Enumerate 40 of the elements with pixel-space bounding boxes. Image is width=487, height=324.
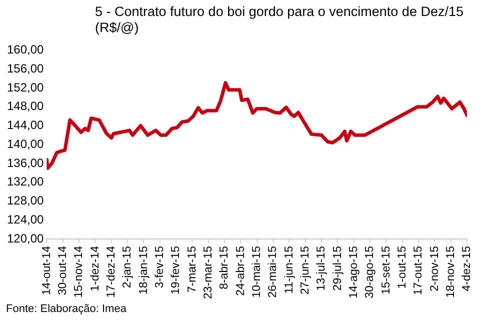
x-tick-label: 1-dez-14 <box>89 245 102 292</box>
x-tick-label: 30-out-14 <box>57 245 70 296</box>
x-tick-label: 17-out-15 <box>412 246 425 296</box>
x-tick-label: 3-fev-15 <box>154 246 166 288</box>
x-tick-label: 4-dez-15 <box>461 246 474 292</box>
x-tick-label: 11-jun-15 <box>283 246 296 294</box>
source-note: Fonte: Elaboração: Imea <box>6 303 126 315</box>
x-tick-label: 10-mai-15 <box>251 246 264 298</box>
x-tick-label: 1-out-15 <box>396 246 409 289</box>
x-tick-label: 17-dez-14 <box>106 245 118 298</box>
x-tick-label: 15-nov-14 <box>73 245 86 298</box>
y-tick-label: 140,00 <box>7 136 44 151</box>
y-tick-label: 120,00 <box>7 231 44 246</box>
y-tick-label: 160,00 <box>7 42 44 57</box>
x-tick-label: 19-fev-15 <box>170 246 182 295</box>
x-tick-label: 24-abr-15 <box>234 246 247 296</box>
y-tick-label: 132,00 <box>7 174 44 189</box>
y-tick-label: 144,00 <box>7 118 44 132</box>
x-tick-label: 2-jan-15 <box>122 246 134 288</box>
y-tick-label: 124,00 <box>7 212 44 226</box>
y-tick-label: 156,00 <box>7 61 44 76</box>
y-tick-label: 148,00 <box>7 99 44 114</box>
x-tick-label: 29-jul-15 <box>332 246 344 291</box>
y-tick-label: 136,00 <box>7 156 44 170</box>
x-tick-label: 2-nov-15 <box>428 246 441 292</box>
y-tick-label: 152,00 <box>7 80 44 94</box>
x-tick-label: 18-jan-15 <box>138 246 150 295</box>
y-tick-label: 128,00 <box>7 194 44 208</box>
x-tick-label: 8-abr-15 <box>218 246 231 290</box>
x-tick-label: 7-mar-15 <box>186 246 198 293</box>
x-tick-label: 27-jun-15 <box>300 246 312 295</box>
x-tick-label: 26-mai-15 <box>267 246 280 298</box>
x-tick-label: 15-set-15 <box>380 246 392 295</box>
x-tick-label: 23-mar-15 <box>202 246 215 300</box>
chart-title: 5 - Contrato futuro do boi gordo para o vencimento de Dez/15 (R$/@) <box>95 4 464 36</box>
x-tick-label: 14-out-14 <box>40 245 53 296</box>
x-tick-label: 30-ago-15 <box>364 246 376 298</box>
x-tick-label: 13-jul-15 <box>316 246 328 291</box>
x-tick-label: 18-nov-15 <box>445 246 458 298</box>
x-tick-label: 14-ago-15 <box>348 246 360 298</box>
